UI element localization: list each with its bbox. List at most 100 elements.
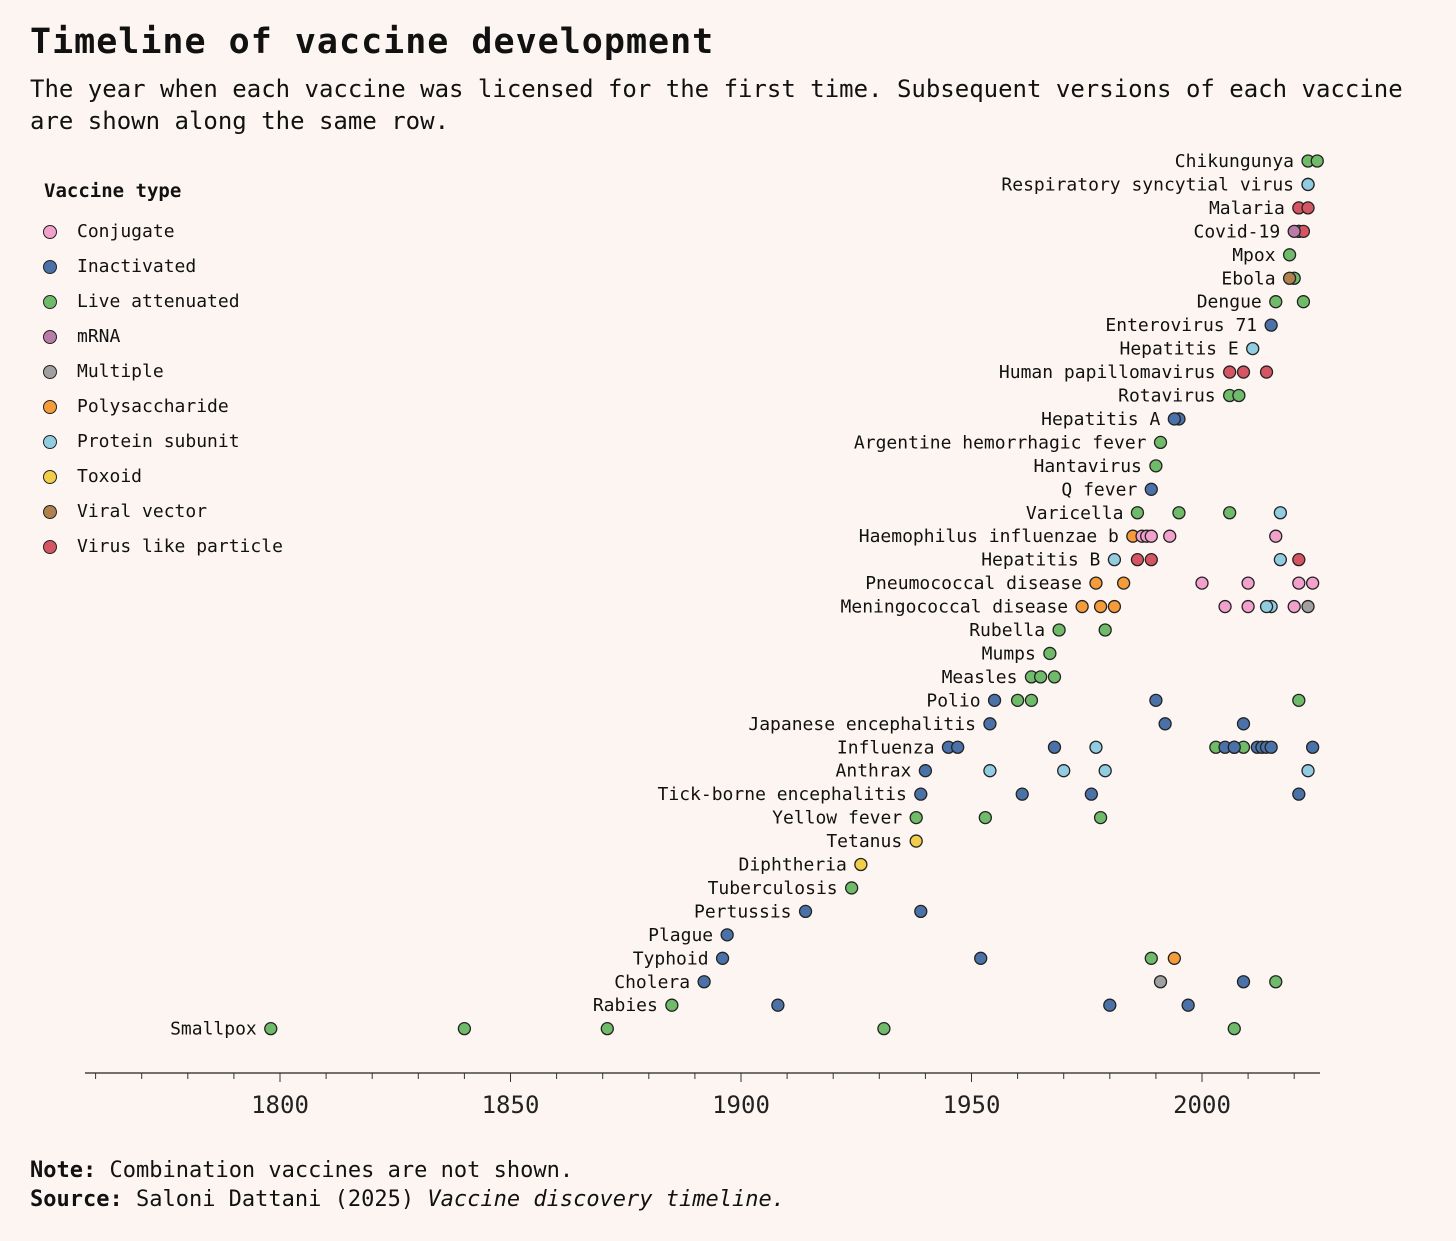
legend-swatch-icon <box>43 539 57 554</box>
legend-swatch-icon <box>43 259 57 274</box>
data-point <box>1301 177 1315 192</box>
row-cholera: Cholera <box>614 972 1283 993</box>
row-label: Tick-borne encephalitis <box>658 784 907 805</box>
data-point <box>1246 341 1260 356</box>
row-label: Diphtheria <box>738 855 846 876</box>
data-point <box>909 834 923 848</box>
row-smallpox: Smallpox <box>170 1019 1241 1040</box>
x-tick-label: 1850 <box>482 1091 540 1119</box>
row-label: Pneumococcal disease <box>865 573 1082 594</box>
data-point <box>1301 599 1315 614</box>
data-point <box>1089 740 1103 754</box>
row-typhoid: Typhoid <box>633 948 1181 969</box>
row-dengue: Dengue <box>1197 292 1311 313</box>
data-point <box>720 928 734 942</box>
data-point <box>1282 271 1297 285</box>
row-rabies: Rabies <box>593 995 1195 1016</box>
legend-label: Toxoid <box>77 466 143 487</box>
data-point <box>1149 693 1163 707</box>
legend-label: Conjugate <box>77 221 175 242</box>
x-tick-label: 1800 <box>251 1091 309 1119</box>
row-mumps: Mumps <box>982 643 1057 664</box>
chart-title: Timeline of vaccine development <box>30 22 715 62</box>
legend-item-toxoid: Toxoid <box>43 459 283 494</box>
row-human-papillomavirus: Human papillomavirus <box>999 362 1274 383</box>
row-label: Influenza <box>837 737 935 758</box>
footer: Note: Combination vaccines are not shown… <box>30 1156 785 1214</box>
row-varicella: Varicella <box>1026 503 1288 524</box>
row-chikungunya: Chikungunya <box>1175 151 1324 172</box>
row-label: Haemophilus influenzae b <box>859 526 1119 547</box>
data-point <box>1292 553 1306 567</box>
legend-label: Viral vector <box>77 501 208 522</box>
data-point <box>1241 599 1255 614</box>
data-point <box>1227 1022 1241 1036</box>
data-point <box>600 1022 614 1036</box>
data-point <box>1287 224 1301 239</box>
data-point <box>974 951 988 965</box>
legend-label: Live attenuated <box>77 291 240 312</box>
row-mpox: Mpox <box>1232 245 1297 266</box>
data-point <box>1310 154 1324 168</box>
legend-label: Multiple <box>77 361 164 382</box>
row-label: Tetanus <box>826 831 902 852</box>
data-point <box>983 764 997 778</box>
row-label: Hantavirus <box>1034 456 1142 477</box>
row-polio: Polio <box>926 690 1306 711</box>
row-label: Japanese encephalitis <box>748 714 976 735</box>
row-label: Hepatitis E <box>1119 339 1238 360</box>
data-point <box>918 764 933 778</box>
legend-swatch-icon <box>43 504 57 519</box>
row-label: Hepatitis B <box>981 550 1100 571</box>
row-label: Plague <box>648 925 713 946</box>
data-point <box>1047 670 1062 684</box>
row-label: Chikungunya <box>1175 151 1294 172</box>
legend-swatch-icon <box>43 399 57 414</box>
row-label: Rabies <box>593 995 658 1016</box>
data-point <box>983 717 997 731</box>
data-point <box>1292 576 1306 590</box>
data-point <box>1296 295 1311 309</box>
data-point <box>1282 248 1297 262</box>
row-label: Meningococcal disease <box>841 597 1069 618</box>
row-label: Pertussis <box>694 901 792 922</box>
data-point <box>697 975 711 989</box>
data-point <box>1292 787 1306 801</box>
data-point <box>1167 951 1181 965</box>
row-plague: Plague <box>648 925 734 946</box>
row-label: Mpox <box>1232 245 1276 266</box>
row-label: Mumps <box>982 643 1036 664</box>
row-label: Dengue <box>1197 292 1262 313</box>
note-line: Note: Combination vaccines are not shown… <box>30 1156 785 1185</box>
row-respiratory-syncytial-virus: Respiratory syncytial virus <box>1001 174 1315 195</box>
row-q-fever: Q fever <box>1061 479 1158 500</box>
row-haemophilus-influenzae-b: Haemophilus influenzae b <box>859 526 1283 547</box>
data-point <box>1218 599 1232 614</box>
legend-swatch-icon <box>43 469 57 484</box>
data-point <box>951 740 965 754</box>
row-covid-19: Covid-19 <box>1193 221 1311 242</box>
data-point <box>1144 951 1158 965</box>
data-point <box>1098 764 1112 778</box>
note-text: Combination vaccines are not shown. <box>109 1158 574 1183</box>
row-japanese-encephalitis: Japanese encephalitis <box>748 714 1251 735</box>
x-tick-label: 2000 <box>1173 1091 1231 1119</box>
legend-swatch-icon <box>43 224 57 239</box>
legend-label: Virus like particle <box>77 536 283 557</box>
row-argentine-hemorrhagic-fever: Argentine hemorrhagic fever <box>854 432 1168 453</box>
data-point <box>914 787 928 801</box>
legend-label: Polysaccharide <box>77 396 229 417</box>
legend-swatch-icon <box>43 364 57 379</box>
data-point <box>1144 553 1158 567</box>
legend-label: mRNA <box>77 326 121 347</box>
x-tick-label: 1900 <box>712 1091 770 1119</box>
row-pertussis: Pertussis <box>694 901 928 922</box>
data-point <box>1103 998 1117 1012</box>
data-point <box>1241 576 1255 590</box>
data-point <box>1269 975 1283 989</box>
data-point <box>1163 529 1177 543</box>
legend-item-protein-subunit: Protein subunit <box>43 424 283 459</box>
data-point <box>1144 529 1158 543</box>
data-point <box>1181 998 1195 1012</box>
